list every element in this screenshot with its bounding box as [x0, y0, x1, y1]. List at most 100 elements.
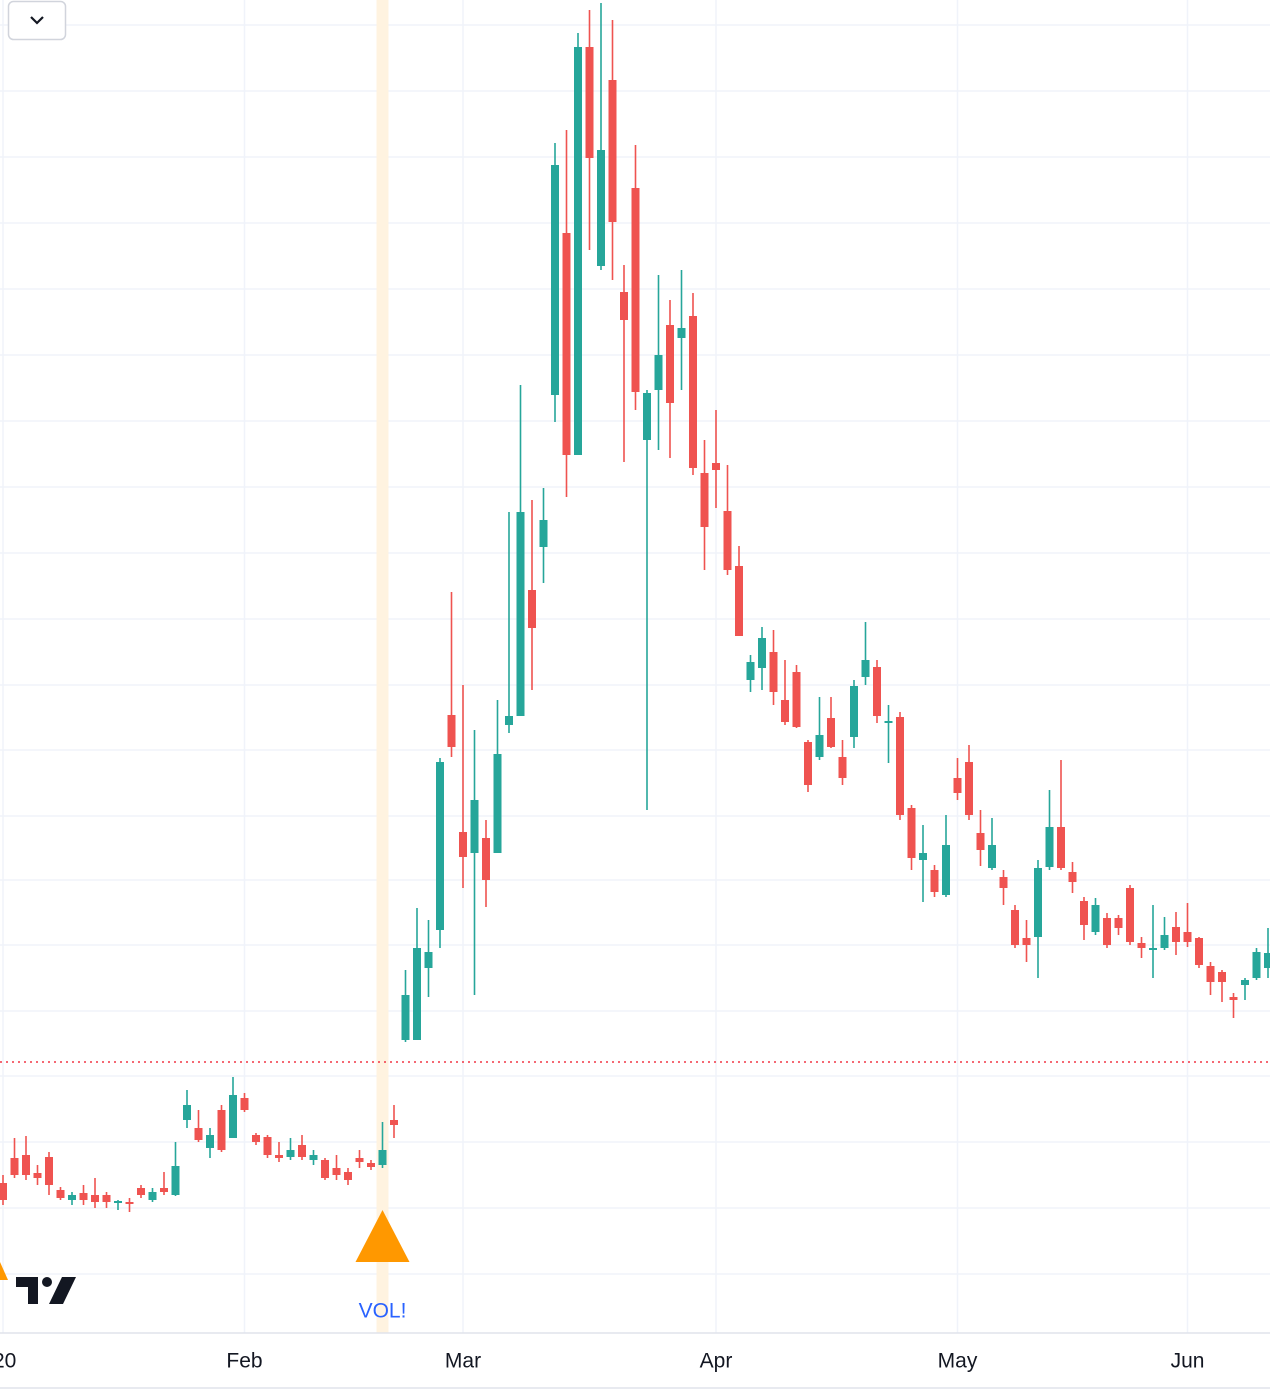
- x-tick-label: Feb: [226, 1350, 262, 1373]
- candle-body: [424, 952, 433, 968]
- candle-body: [436, 762, 444, 930]
- candle-body: [1172, 927, 1180, 942]
- candle-body: [344, 1172, 352, 1180]
- candle-body: [378, 1150, 387, 1165]
- annotation-text: VOL!: [359, 1300, 407, 1323]
- candle-body: [493, 754, 502, 853]
- candle-body: [10, 1158, 19, 1175]
- candle-body: [528, 590, 536, 628]
- candle-body: [148, 1192, 157, 1200]
- candle-body: [792, 672, 801, 727]
- candle-body: [102, 1195, 111, 1202]
- dropdown-button[interactable]: [7, 0, 67, 41]
- candle-body: [1045, 827, 1054, 867]
- candle-body: [367, 1163, 375, 1167]
- candle-body: [666, 325, 674, 403]
- logo-part: [16, 1277, 38, 1304]
- candle-body: [1103, 918, 1111, 945]
- candle-body: [930, 870, 939, 892]
- candle-body: [125, 1202, 134, 1204]
- candle-body: [91, 1195, 99, 1202]
- candle-body: [114, 1201, 122, 1203]
- candle-body: [1114, 918, 1123, 928]
- candle-body: [827, 718, 835, 747]
- candle-body: [252, 1135, 260, 1142]
- candle-body: [1195, 938, 1203, 965]
- candle-body: [309, 1155, 318, 1160]
- logo-part: [49, 1277, 76, 1304]
- candle-body: [643, 393, 651, 440]
- candle-body: [1091, 905, 1100, 932]
- candle-body: [838, 757, 847, 778]
- candle-body: [137, 1188, 145, 1195]
- candle-body: [735, 566, 743, 636]
- candle-body: [919, 853, 927, 860]
- candle-body: [516, 512, 525, 716]
- candle-body: [1080, 901, 1088, 925]
- candle-body: [1137, 943, 1146, 948]
- candle-body: [758, 638, 766, 668]
- candle-body: [597, 150, 605, 266]
- candle-body: [1252, 952, 1261, 978]
- candle-body: [217, 1110, 226, 1150]
- candle-body: [447, 715, 456, 747]
- candle-body: [275, 1155, 283, 1158]
- candle-body: [999, 877, 1008, 888]
- candle-body: [677, 328, 686, 338]
- x-tick-label: 2020: [0, 1350, 16, 1373]
- highlight-band: [376, 0, 389, 1333]
- candle-body: [1022, 938, 1031, 945]
- candle-body: [884, 721, 893, 723]
- candle-body: [551, 165, 559, 395]
- candle-body: [850, 686, 858, 737]
- candle-body: [953, 778, 962, 793]
- candle-body: [988, 845, 996, 868]
- candle-body: [263, 1137, 272, 1155]
- candle-body: [539, 520, 548, 547]
- candle-body: [482, 838, 490, 880]
- candle-body: [562, 233, 571, 455]
- logo: [16, 1277, 76, 1304]
- candle-body: [804, 742, 812, 785]
- candle-body: [0, 1183, 7, 1200]
- candle-body: [1264, 953, 1270, 968]
- candle-body: [1218, 972, 1226, 982]
- candle-body: [470, 800, 479, 853]
- candle-body: [585, 47, 594, 158]
- candle-body: [206, 1135, 214, 1148]
- logo-part: [42, 1277, 52, 1287]
- candle-body: [1229, 997, 1238, 1000]
- candle-body: [33, 1173, 42, 1178]
- chevron-icon[interactable]: [30, 16, 44, 25]
- candle-body: [965, 762, 973, 815]
- candle-body: [746, 662, 755, 680]
- x-tick-label: May: [938, 1350, 978, 1373]
- candle-body: [631, 188, 640, 392]
- candle-body: [160, 1188, 168, 1192]
- candle-body: [332, 1168, 341, 1175]
- candle-body: [22, 1155, 30, 1175]
- button-frame[interactable]: [7, 0, 67, 41]
- candle-body: [68, 1195, 76, 1200]
- candle-body: [896, 717, 904, 815]
- candle-body: [815, 735, 824, 757]
- candle-body: [1160, 935, 1169, 948]
- candle-body: [723, 511, 732, 570]
- candle-body: [1034, 868, 1042, 937]
- candle-body: [712, 463, 720, 470]
- candle-body: [183, 1105, 191, 1120]
- candle-body: [781, 700, 789, 722]
- candle-body: [171, 1166, 180, 1195]
- candle-body: [574, 47, 582, 455]
- candle-body: [240, 1098, 249, 1110]
- candle-body: [56, 1190, 65, 1198]
- candle-body: [620, 292, 628, 320]
- candle-body: [654, 355, 663, 390]
- candle-body: [505, 716, 513, 725]
- candle-body: [942, 845, 950, 895]
- candle-body: [1241, 980, 1249, 985]
- candle-body: [390, 1120, 398, 1125]
- candle-body: [79, 1193, 88, 1200]
